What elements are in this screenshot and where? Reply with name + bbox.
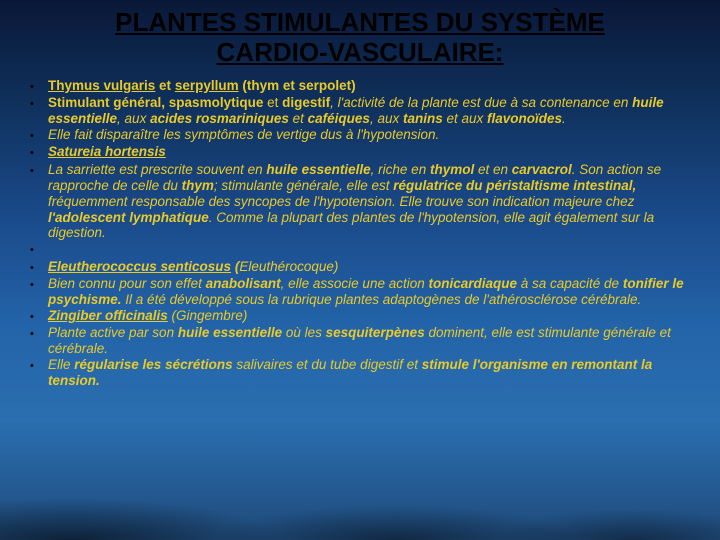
bullet-item: •Stimulant général, spasmolytique et dig… [30,95,690,127]
bullet-dot-icon: • [30,95,48,112]
bullet-text: Zingiber officinalis (Gingembre) [48,308,690,324]
bullet-item: •Elle fait disparaître les symptômes de … [30,127,690,144]
bullet-item: •Thymus vulgaris et serpyllum (thym et s… [30,78,690,95]
bullet-text: Satureia hortensis [48,144,690,160]
bullet-dot-icon: • [30,259,48,276]
bullet-dot-icon: • [30,127,48,144]
bullet-item: •Eleutherococcus senticosus (Eleuthéroco… [30,259,690,276]
bullet-dot-icon: • [30,357,48,374]
bullet-item: •Bien connu pour son effet anabolisant, … [30,276,690,308]
bullet-dot-icon: • [30,241,48,258]
bullet-item: •La sarriette est prescrite souvent en h… [30,162,690,242]
bullet-dot-icon: • [30,325,48,342]
bullet-dot-icon: • [30,162,48,179]
bullet-dot-icon: • [30,144,48,161]
slide: PLANTES STIMULANTES DU SYSTÈME CARDIO-VA… [0,0,720,540]
bullet-text: Eleutherococcus senticosus (Eleuthérocoq… [48,259,690,275]
bullet-item: •Satureia hortensis [30,144,690,161]
bullet-list: •Thymus vulgaris et serpyllum (thym et s… [30,78,690,389]
bullet-text: Plante active par son huile essentielle … [48,325,690,357]
bullet-item: •Zingiber officinalis (Gingembre) [30,308,690,325]
bullet-text: Elle régularise les sécrétions salivaire… [48,357,690,389]
bullet-text: Stimulant général, spasmolytique et dige… [48,95,690,127]
bullet-item: •Plante active par son huile essentielle… [30,325,690,357]
bullet-text: La sarriette est prescrite souvent en hu… [48,162,690,242]
slide-title: PLANTES STIMULANTES DU SYSTÈME CARDIO-VA… [0,0,720,74]
bullet-item: •Elle régularise les sécrétions salivair… [30,357,690,389]
bullet-dot-icon: • [30,308,48,325]
slide-content: •Thymus vulgaris et serpyllum (thym et s… [0,74,720,389]
bullet-text: Elle fait disparaître les symptômes de v… [48,127,690,143]
bullet-text: Thymus vulgaris et serpyllum (thym et se… [48,78,690,94]
bullet-dot-icon: • [30,276,48,293]
bullet-text [48,241,690,255]
bullet-text: Bien connu pour son effet anabolisant, e… [48,276,690,308]
bullet-dot-icon: • [30,78,48,95]
bullet-item: • [30,241,690,258]
